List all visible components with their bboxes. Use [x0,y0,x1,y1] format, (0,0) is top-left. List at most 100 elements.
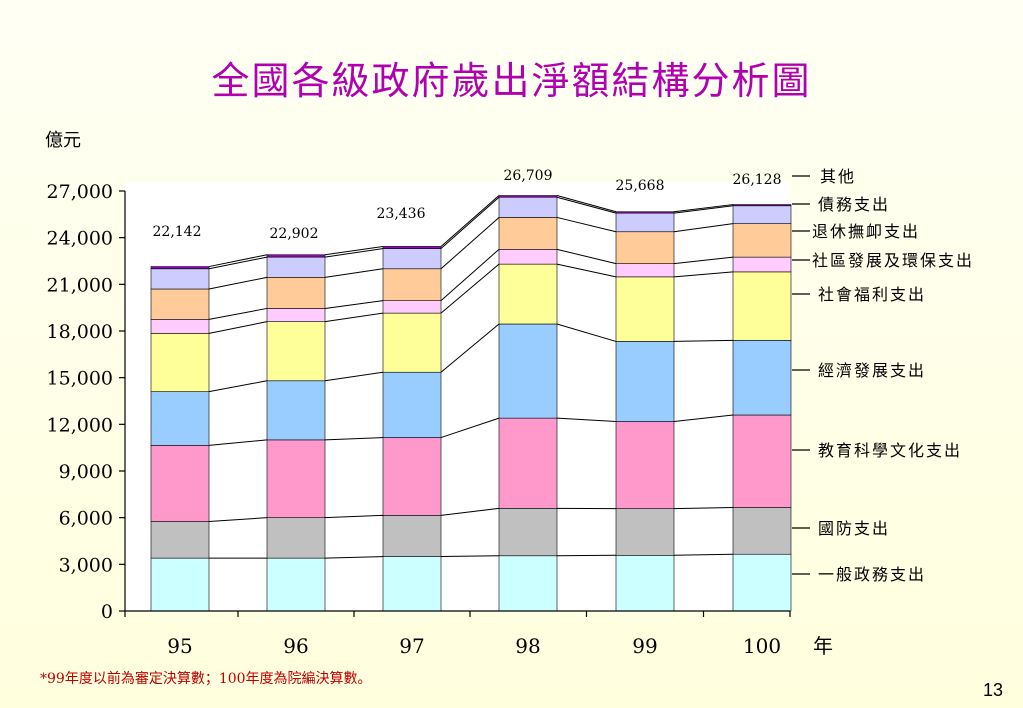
series-connector-line [208,380,268,393]
bar-segment [615,263,675,278]
legend-label: 一般政務支出 [818,565,926,584]
series-connector-line [324,300,384,309]
bar-segment [266,308,326,322]
legend-label: 社會福利支出 [818,285,926,304]
series-connector-line [208,321,268,334]
total-labels: 22,142 22,902 23,436 26,709 25,668 26,128 [153,168,782,242]
axes: 0 3,000 6,000 9,000 12,000 15,000 18,000 21,000… [47,181,791,658]
bar-segment [498,508,558,557]
bar-segment [382,300,442,314]
series-connector-line [673,223,734,233]
series-connector-line [673,256,734,265]
x-tick-label: 96 [283,634,308,658]
y-axis-unit-label: 億元 [45,130,81,151]
bar-segment [498,217,558,250]
bar-segment [615,341,675,422]
bar-segment [498,195,558,198]
y-tick-label: 6,000 [59,508,113,530]
y-tick-label: 27,000 [47,181,113,203]
bar-segment [150,521,210,559]
series-connector-line [440,196,500,249]
bar-segment [615,231,675,264]
bar-segment [498,323,558,419]
bar-segment [615,212,675,233]
series-connector-line [208,254,268,268]
bar-segment [732,271,792,341]
bar-segment [615,421,675,509]
series-connector-line [324,268,384,278]
series-connector-line [324,371,384,382]
legend-label: 退休撫卹支出 [812,222,920,241]
bar-segment [266,321,326,382]
total-data-label: 25,668 [616,178,665,194]
bar-segment [266,517,326,559]
series-connector-line [324,312,384,323]
series-connector-line [208,307,268,320]
y-tick-label: 12,000 [47,414,113,436]
series-connector-line [208,517,268,523]
x-tick-label: 95 [167,634,192,658]
bar-segment [732,204,792,207]
plot-area [125,182,790,612]
bar-segment [498,555,558,612]
series-connector-line [440,217,500,270]
series-connector-line [208,439,268,446]
series-connector-line [556,263,617,278]
series-connector-line [324,556,384,559]
total-data-label: 23,436 [377,206,426,222]
series-connector-line [440,555,500,558]
bar-segment [732,256,792,273]
series-connector-line [673,507,734,510]
bar-segment [615,276,675,342]
total-data-label: 22,902 [270,226,319,242]
bar-segment [150,319,210,334]
bar-segment [498,263,558,325]
bar-segment [150,288,210,320]
bar-segment [382,556,442,612]
total-data-label: 26,128 [733,172,782,188]
total-data-label: 22,142 [153,224,202,240]
bar-segment [382,248,442,270]
legend-label: 教育科學文化支出 [818,441,962,460]
bar-segment [266,557,326,612]
series-connector-line [673,271,734,278]
series-connector-line [673,553,734,556]
bar-segment [150,445,210,522]
legend-label: 經濟發展支出 [818,361,926,380]
series-connector-line [324,245,384,256]
series-connector-line [556,417,617,423]
series-connector-line [673,339,734,342]
series-connector-line [208,256,268,270]
bar-segment [266,380,326,441]
y-tick-label: 18,000 [47,321,113,343]
series-connector-line [324,248,384,258]
x-tick-label: 100 [743,634,781,658]
x-tick-label: 99 [632,634,657,658]
series-connector-line [440,263,500,314]
bar-segment [615,508,675,556]
y-tick-label: 24,000 [47,228,113,250]
page-number: 13 [982,680,1003,700]
series-connector-line [673,205,734,214]
bar-segment [732,340,792,416]
x-tick-label: 98 [515,634,540,658]
series-connector-line [440,417,500,439]
bar-segment [266,277,326,309]
bar-segment [266,254,326,258]
series-connector-line [440,323,500,373]
y-tick-label: 15,000 [47,368,113,390]
series-connector-line [440,507,500,516]
bar-segment [382,437,442,516]
series-connector-line [673,204,734,213]
series-connector-line [440,195,500,247]
series-connector-line [440,248,500,302]
legend-label: 債務支出 [818,195,890,214]
bar-segment [150,557,210,612]
bar-segment [150,266,210,270]
bar-segment [382,515,442,557]
x-tick-label: 97 [399,634,424,658]
footnote: *99年度以前為審定決算數；100年度為院編決算數。 [40,671,372,687]
y-tick-label: 3,000 [59,554,113,576]
bar-segment [266,256,326,278]
